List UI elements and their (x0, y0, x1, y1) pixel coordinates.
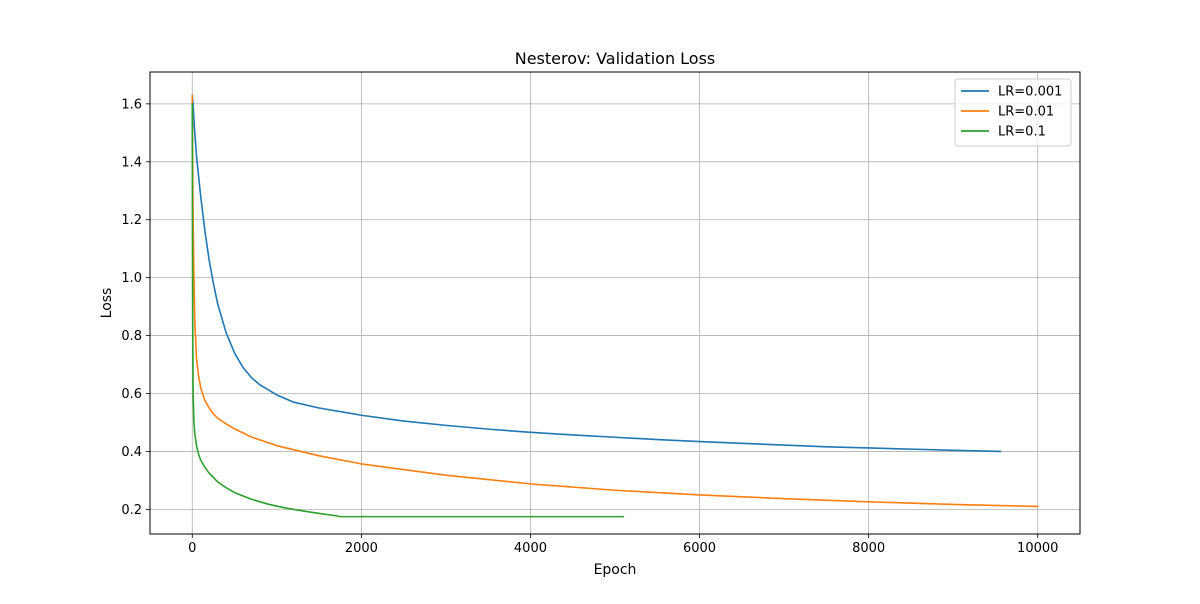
legend-label: LR=0.001 (998, 85, 1062, 100)
legend: LR=0.001 LR=0.01 LR=0.1 (954, 78, 1072, 147)
x-tick-label: 4000 (514, 541, 547, 556)
y-tick-label: 1.2 (121, 213, 142, 228)
axis-ticks: 0 2000 4000 6000 8000 10000 0.2 0.4 0.6 0.8 1.0 1.2… (121, 97, 1058, 556)
plot-frame (149, 71, 1081, 535)
x-tick-label: 0 (188, 541, 196, 556)
y-tick-label: 1.6 (121, 97, 142, 112)
y-axis-label: Loss (99, 288, 115, 319)
series-line-1 (191, 94, 1002, 453)
legend-box (954, 78, 1072, 147)
y-tick-label: 1.0 (121, 271, 142, 286)
y-tick-label: 0.8 (121, 329, 142, 344)
x-tick-label: 6000 (683, 541, 716, 556)
legend-label: LR=0.01 (998, 105, 1054, 120)
series-lines (191, 94, 1039, 518)
series-line-2 (191, 94, 1039, 508)
legend-label: LR=0.1 (998, 125, 1046, 140)
x-tick-label: 10000 (1017, 541, 1058, 556)
x-axis-label: Epoch (594, 562, 637, 578)
x-tick-label: 8000 (852, 541, 885, 556)
x-tick-label: 2000 (345, 541, 378, 556)
grid (150, 72, 1080, 534)
y-tick-label: 1.4 (121, 155, 142, 170)
y-tick-label: 0.2 (121, 503, 142, 518)
chart-title: Nesterov: Validation Loss (515, 49, 716, 68)
series-line-3 (191, 103, 625, 518)
y-tick-label: 0.4 (121, 445, 142, 460)
y-tick-label: 0.6 (121, 387, 142, 402)
